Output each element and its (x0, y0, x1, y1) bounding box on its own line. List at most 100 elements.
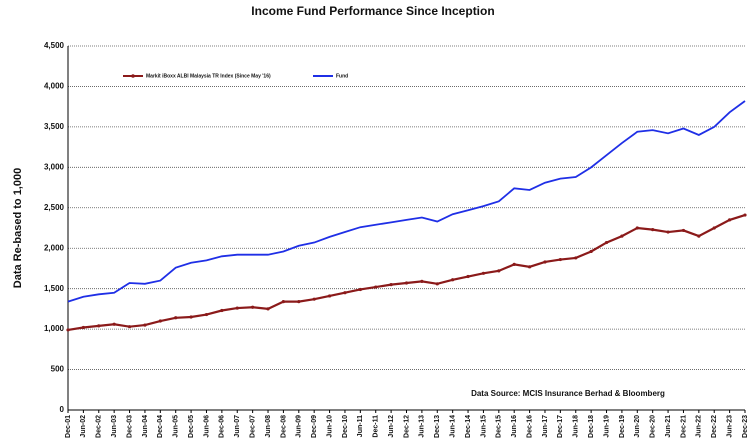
marker (174, 316, 178, 320)
y-tick-label: 1,500 (44, 284, 65, 293)
marker (297, 300, 301, 304)
x-tick-label: Jun-08 (265, 415, 272, 438)
marker (666, 230, 670, 234)
x-tick-label: Dec-15 (496, 415, 503, 438)
x-tick-label: Jun-11 (357, 415, 364, 437)
x-tick-label: Dec-05 (188, 415, 195, 438)
y-tick-label: 4,000 (44, 82, 65, 91)
marker (466, 274, 470, 279)
x-tick-label: Dec-08 (280, 415, 287, 438)
legend-label: Fund (336, 73, 348, 79)
marker (635, 226, 639, 230)
marker (281, 300, 286, 304)
x-tick-label: Dec-19 (619, 415, 626, 438)
marker (620, 234, 624, 238)
marker (604, 240, 609, 245)
x-tick-label: Dec-22 (711, 415, 718, 438)
x-tick-label: Dec-14 (465, 415, 472, 438)
marker (451, 278, 455, 282)
marker (574, 256, 578, 260)
marker (435, 282, 439, 286)
legend-marker (131, 74, 135, 78)
x-tick-label: Jun-22 (696, 415, 703, 438)
marker (112, 322, 116, 326)
marker (204, 312, 209, 317)
marker (589, 249, 593, 254)
marker (312, 297, 316, 301)
marker (251, 305, 255, 309)
x-tick-label: Jun-17 (542, 415, 549, 438)
x-tick-label: Jun-05 (173, 415, 180, 438)
x-tick-label: Dec-13 (434, 415, 441, 438)
x-tick-label: Jun-14 (450, 415, 457, 438)
x-tick-label: Jun-07 (234, 415, 241, 438)
x-tick-label: Dec-17 (557, 415, 564, 438)
x-tick-label: Jun-18 (573, 415, 580, 438)
x-tick-label: Jun-20 (634, 415, 641, 438)
marker (512, 262, 516, 266)
x-tick-label: Dec-21 (680, 415, 687, 438)
marker (481, 271, 486, 275)
x-tick-label: Dec-12 (403, 415, 410, 438)
x-tick-label: Jun-02 (80, 415, 87, 438)
marker (81, 325, 85, 330)
marker (389, 283, 393, 287)
y-axis-label: Data Re-based to 1,000 (12, 168, 24, 288)
x-tick-label: Dec-04 (157, 415, 164, 438)
x-tick-label: Jun-21 (665, 415, 672, 438)
marker (728, 218, 732, 222)
x-tick-label: Jun-23 (726, 415, 733, 438)
marker (266, 307, 270, 311)
marker (558, 257, 562, 262)
legend-label: Markit iBoxx ALBI Malaysia TR Index (Sin… (146, 73, 271, 79)
marker (127, 325, 132, 329)
marker (358, 287, 362, 292)
marker (158, 319, 162, 323)
x-tick-label: Jun-03 (111, 415, 118, 438)
marker (543, 260, 547, 264)
marker (681, 228, 686, 233)
x-tick-label: Jun-10 (326, 415, 333, 438)
x-tick-label: Dec-09 (311, 415, 318, 438)
x-tick-label: Dec-06 (219, 415, 226, 438)
x-tick-label: Jun-04 (142, 415, 149, 438)
marker (497, 269, 501, 273)
y-tick-label: 3,000 (44, 162, 65, 171)
x-tick-label: Dec-18 (588, 415, 595, 438)
marker (651, 228, 655, 232)
marker (743, 213, 747, 217)
marker (712, 226, 716, 230)
x-tick-label: Jun-16 (511, 415, 518, 438)
x-tick-label: Dec-03 (126, 415, 133, 438)
x-tick-label: Jun-13 (419, 415, 426, 438)
marker (697, 234, 701, 238)
marker (404, 281, 409, 285)
x-tick-label: Jun-12 (388, 415, 395, 438)
y-tick-label: 500 (51, 365, 65, 374)
marker (220, 308, 224, 313)
annotation: Data Source: MCIS Insurance Berhad & Blo… (471, 389, 665, 398)
x-tick-label: Jun-09 (296, 415, 303, 438)
marker (374, 285, 378, 289)
marker (66, 328, 70, 332)
y-tick-label: 3,500 (44, 122, 65, 131)
marker (97, 324, 101, 328)
y-tick-label: 2,000 (44, 243, 65, 252)
x-tick-label: Jun-06 (203, 415, 210, 438)
y-tick-label: 2,500 (44, 203, 65, 212)
marker (143, 323, 147, 327)
marker (343, 291, 347, 295)
marker (527, 265, 532, 269)
marker (327, 294, 332, 298)
marker (189, 315, 193, 319)
x-tick-label: Dec-07 (249, 415, 256, 438)
x-tick-label: Dec-02 (96, 415, 103, 438)
chart-title: Income Fund Performance Since Inception (251, 4, 494, 18)
marker (235, 306, 239, 310)
x-tick-label: Dec-16 (526, 415, 533, 438)
x-tick-label: Dec-23 (742, 415, 747, 438)
y-tick-label: 0 (60, 405, 65, 414)
x-tick-label: Dec-01 (65, 415, 72, 438)
y-tick-label: 4,500 (44, 41, 65, 50)
